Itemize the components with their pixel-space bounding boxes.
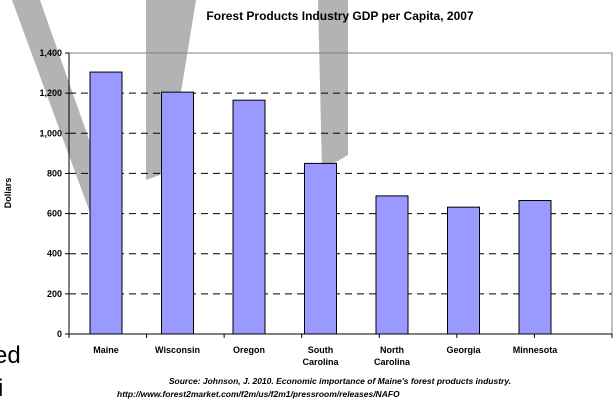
y-ticks (65, 52, 69, 335)
bar (375, 195, 409, 335)
x-tick-label: Wisconsin (155, 345, 200, 355)
source-line-2: http://www.forest2market.com/f2m/us/f2m1… (117, 389, 400, 399)
bar (89, 71, 123, 335)
x-tick-label: Maine (93, 345, 119, 355)
x-tick-label: Oregon (233, 345, 265, 355)
bar (518, 200, 552, 335)
source-line-1: Source: Johnson, J. 2010. Economic impor… (169, 376, 511, 386)
y-tick-label: 1,400 (39, 48, 62, 58)
y-tick-label: 1,200 (39, 88, 62, 98)
watermark-decoration (12, 0, 348, 218)
chart-title: Forest Products Industry GDP per Capita,… (206, 9, 474, 23)
y-axis-label: Dollars (3, 178, 13, 209)
watermark-stroke-middle (146, 0, 196, 180)
y-tick-label: 0 (57, 329, 62, 339)
x-ticks (68, 334, 613, 338)
y-tick-label: 600 (47, 209, 62, 219)
y-tick-label: 1,000 (39, 128, 62, 138)
watermark-stroke-left (12, 0, 112, 218)
y-tick-label: 200 (47, 289, 62, 299)
edge-text-fragment-2: i (0, 375, 3, 402)
y-tick-label: 400 (47, 249, 62, 259)
x-tick-labels: Maine Wisconsin Oregon South Carolina North Ca… (93, 345, 558, 367)
x-tick-label: North Carolina (374, 345, 411, 367)
plot-area: 0 200 400 600 800 1,000 1,200 1,400 Maine Wiscon… (39, 48, 613, 367)
bars (89, 71, 552, 335)
bar (447, 206, 480, 335)
bar (304, 162, 337, 335)
watermark-stroke-right (318, 0, 348, 170)
x-tick-label: Minnesota (513, 345, 558, 355)
x-tick-label: Georgia (446, 345, 481, 355)
edge-text-fragment-1: ed (0, 342, 21, 369)
bar (161, 91, 194, 335)
y-tick-labels: 0 200 400 600 800 1,000 1,200 1,400 (39, 48, 62, 339)
gridlines (69, 92, 612, 295)
y-tick-label: 800 (47, 168, 62, 178)
bar (232, 99, 266, 335)
x-tick-label: South Carolina (302, 345, 339, 367)
